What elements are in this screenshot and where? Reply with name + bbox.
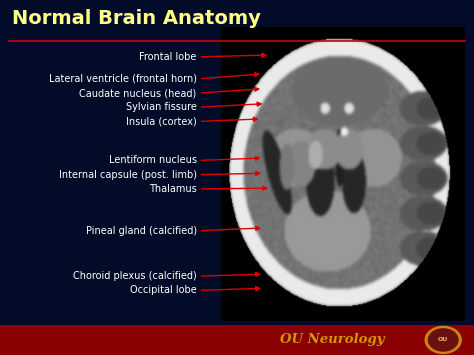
Text: Pineal gland (calcified): Pineal gland (calcified) (86, 226, 197, 236)
Text: OU: OU (438, 337, 448, 343)
Text: Lateral ventricle (frontal horn): Lateral ventricle (frontal horn) (49, 74, 197, 84)
Text: Thalamus: Thalamus (149, 184, 197, 194)
Bar (0, 325, 474, 355)
Text: Insula (cortex): Insula (cortex) (126, 116, 197, 126)
Text: Choroid plexus (calcified): Choroid plexus (calcified) (73, 271, 197, 281)
Bar (221, 27, 465, 321)
Polygon shape (428, 329, 458, 351)
Text: Sylvian fissure: Sylvian fissure (126, 102, 197, 112)
Text: Internal capsule (post. limb): Internal capsule (post. limb) (59, 170, 197, 180)
Text: OU Neurology: OU Neurology (280, 333, 384, 346)
Text: Caudate nucleus (head): Caudate nucleus (head) (80, 88, 197, 98)
Polygon shape (425, 327, 461, 353)
Text: Occipital lobe: Occipital lobe (130, 285, 197, 295)
Text: Frontal lobe: Frontal lobe (139, 52, 197, 62)
Text: Lentiform nucleus: Lentiform nucleus (109, 155, 197, 165)
Text: Normal Brain Anatomy: Normal Brain Anatomy (12, 9, 261, 28)
